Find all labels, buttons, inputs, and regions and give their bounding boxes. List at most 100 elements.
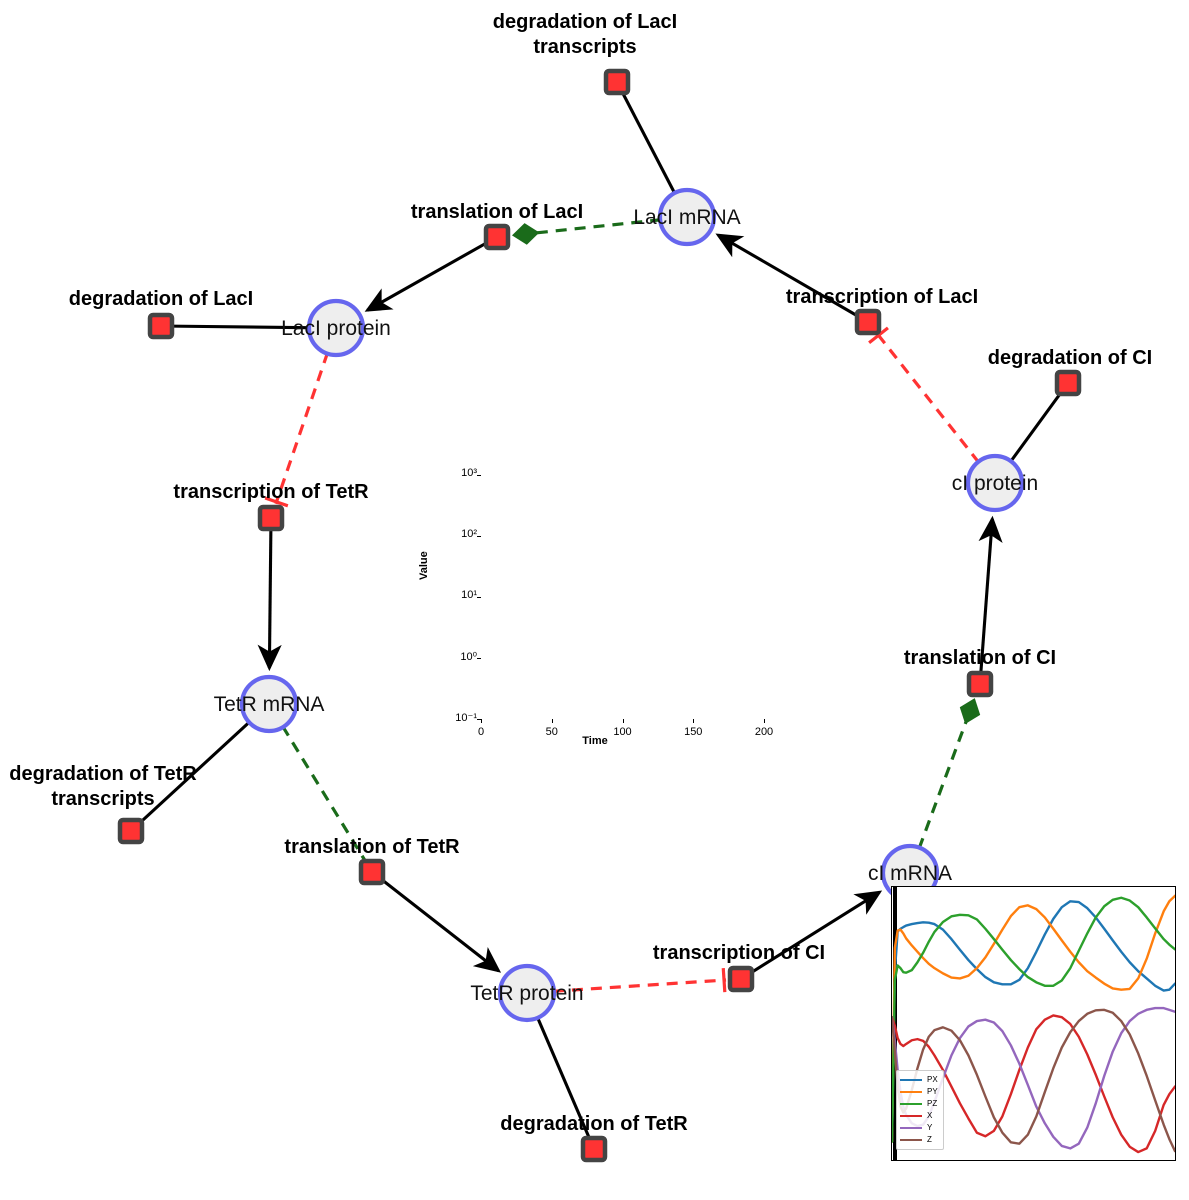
reaction-node-transcription-lacI[interactable] bbox=[854, 308, 882, 336]
reaction-label-line: degradation of LacI bbox=[69, 288, 253, 310]
reaction-node-translation-cI[interactable] bbox=[966, 670, 994, 698]
reaction-node-translation-lacI[interactable] bbox=[483, 223, 511, 251]
species-node-tetR-mrna[interactable] bbox=[239, 674, 299, 734]
x-tick-mark bbox=[693, 719, 695, 723]
y-tick-mark bbox=[477, 719, 481, 720]
species-label-tetR-protein: TetR protein bbox=[470, 982, 583, 1005]
reaction-label-line: transcripts bbox=[533, 36, 636, 58]
reaction-node-deg-tetR-transcripts[interactable] bbox=[117, 817, 145, 845]
inhibition-tee-icon bbox=[721, 968, 727, 993]
edge-plain bbox=[749, 890, 883, 975]
legend-label: X bbox=[927, 1111, 933, 1120]
x-tick-mark bbox=[764, 719, 765, 723]
x-tick-label: 150 bbox=[684, 726, 703, 738]
legend-swatch bbox=[900, 1139, 922, 1141]
reaction-label-line: degradation of CI bbox=[988, 347, 1152, 369]
legend-swatch bbox=[900, 1127, 922, 1129]
legend-item: X bbox=[900, 1110, 938, 1122]
y-tick-mark bbox=[477, 597, 481, 599]
legend-swatch bbox=[900, 1103, 922, 1105]
reaction-label-translation-cI: translation of CI bbox=[904, 647, 1056, 669]
reaction-node-deg-tetR[interactable] bbox=[580, 1135, 608, 1163]
edge-catalysis bbox=[511, 218, 662, 245]
species-label-lacI-protein: LacI protein bbox=[281, 317, 391, 340]
species-label-cI-protein: cI protein bbox=[952, 472, 1038, 495]
x-tick-mark bbox=[481, 719, 482, 723]
reaction-node-deg-cI[interactable] bbox=[1054, 369, 1082, 397]
x-tick-label: 100 bbox=[613, 726, 632, 738]
reaction-label-line: translation of CI bbox=[904, 647, 1056, 669]
edge-inhibition bbox=[552, 978, 727, 993]
edge-plain bbox=[379, 877, 502, 973]
reaction-label-line: transcription of TetR bbox=[173, 481, 369, 503]
edge-inhibition bbox=[274, 352, 330, 505]
inhibition-tee-icon bbox=[868, 326, 889, 345]
reaction-label-deg-cI: degradation of CI bbox=[988, 347, 1152, 369]
edge-inhibition bbox=[876, 332, 981, 464]
reaction-label-transcription-cI: transcription of CI bbox=[653, 942, 825, 964]
species-node-tetR-protein[interactable] bbox=[497, 963, 557, 1023]
species-label-lacI-mrna: LacI mRNA bbox=[633, 206, 740, 229]
edge-plain bbox=[620, 91, 676, 193]
y-axis-label: Value bbox=[418, 551, 430, 580]
y-tick-label: 10⁻¹ bbox=[455, 712, 477, 724]
y-tick-mark bbox=[477, 475, 481, 477]
legend-label: PX bbox=[927, 1075, 938, 1084]
edge-catalysis bbox=[281, 725, 368, 863]
y-tick-label: 10³ bbox=[461, 467, 477, 480]
legend-item: PX bbox=[900, 1074, 938, 1086]
y-tick-label: 10² bbox=[461, 528, 477, 541]
plot-legend: PX PY PZ X Y Z bbox=[896, 1070, 944, 1150]
legend-item: Y bbox=[900, 1122, 938, 1134]
species-node-lacI-protein[interactable] bbox=[306, 298, 366, 358]
reaction-node-deg-lacI[interactable] bbox=[147, 312, 175, 340]
y-tick-label: 10⁰ bbox=[460, 651, 477, 664]
legend-item: PZ bbox=[900, 1098, 938, 1110]
series-line-PX bbox=[892, 900, 1175, 1143]
edge-plain bbox=[257, 528, 282, 672]
reaction-node-transcription-cI[interactable] bbox=[727, 965, 755, 993]
species-node-cI-protein[interactable] bbox=[965, 453, 1025, 513]
edge-plain bbox=[1010, 390, 1063, 462]
x-tick-mark bbox=[622, 719, 624, 723]
reaction-node-translation-tetR[interactable] bbox=[358, 858, 386, 886]
x-tick-label: 50 bbox=[545, 726, 558, 738]
edge-plain bbox=[978, 515, 1003, 674]
inhibition-tee-icon bbox=[264, 496, 289, 508]
reaction-label-deg-tetR-transcripts: degradation of TetR transcripts bbox=[9, 763, 197, 810]
species-node-lacI-mrna[interactable] bbox=[657, 187, 717, 247]
edge-catalysis bbox=[917, 698, 981, 850]
reaction-label-line: degradation of TetR bbox=[9, 763, 197, 785]
reaction-label-line: transcription of CI bbox=[653, 942, 825, 964]
legend-label: PZ bbox=[927, 1099, 938, 1108]
edge-plain bbox=[535, 1016, 591, 1139]
reaction-label-line: degradation of LacI bbox=[493, 11, 677, 33]
edge-plain bbox=[171, 324, 309, 330]
x-tick-mark bbox=[551, 719, 553, 723]
legend-swatch bbox=[900, 1091, 922, 1093]
legend-swatch bbox=[900, 1079, 922, 1081]
reaction-label-line: translation of TetR bbox=[284, 836, 460, 858]
reaction-label-deg-lacI-transcripts: degradation of LacI transcripts bbox=[493, 11, 677, 58]
legend-item: PY bbox=[900, 1086, 938, 1098]
legend-item: Z bbox=[900, 1134, 938, 1146]
species-label-cI-mrna: cI mRNA bbox=[868, 862, 952, 885]
y-tick-mark bbox=[477, 658, 481, 660]
legend-swatch bbox=[900, 1115, 922, 1117]
reaction-label-line: transcription of LacI bbox=[786, 286, 978, 308]
edge-plain bbox=[715, 233, 860, 318]
series-line-X bbox=[892, 1014, 1175, 1154]
legend-label: PY bbox=[927, 1087, 938, 1096]
legend-label: Y bbox=[927, 1123, 933, 1132]
reaction-node-deg-lacI-transcripts[interactable] bbox=[603, 68, 631, 96]
reaction-label-deg-lacI: degradation of LacI bbox=[69, 288, 253, 310]
edge-plain bbox=[138, 720, 251, 825]
reaction-label-translation-tetR: translation of TetR bbox=[284, 836, 460, 858]
reaction-label-transcription-tetR: transcription of TetR bbox=[173, 481, 369, 503]
edge-plain bbox=[364, 241, 489, 312]
y-tick-mark bbox=[477, 536, 481, 538]
reaction-label-line: transcripts bbox=[51, 788, 154, 810]
x-axis-label: Time bbox=[582, 735, 608, 747]
x-tick-label: 0 bbox=[477, 726, 485, 738]
reaction-node-transcription-tetR[interactable] bbox=[257, 504, 285, 532]
